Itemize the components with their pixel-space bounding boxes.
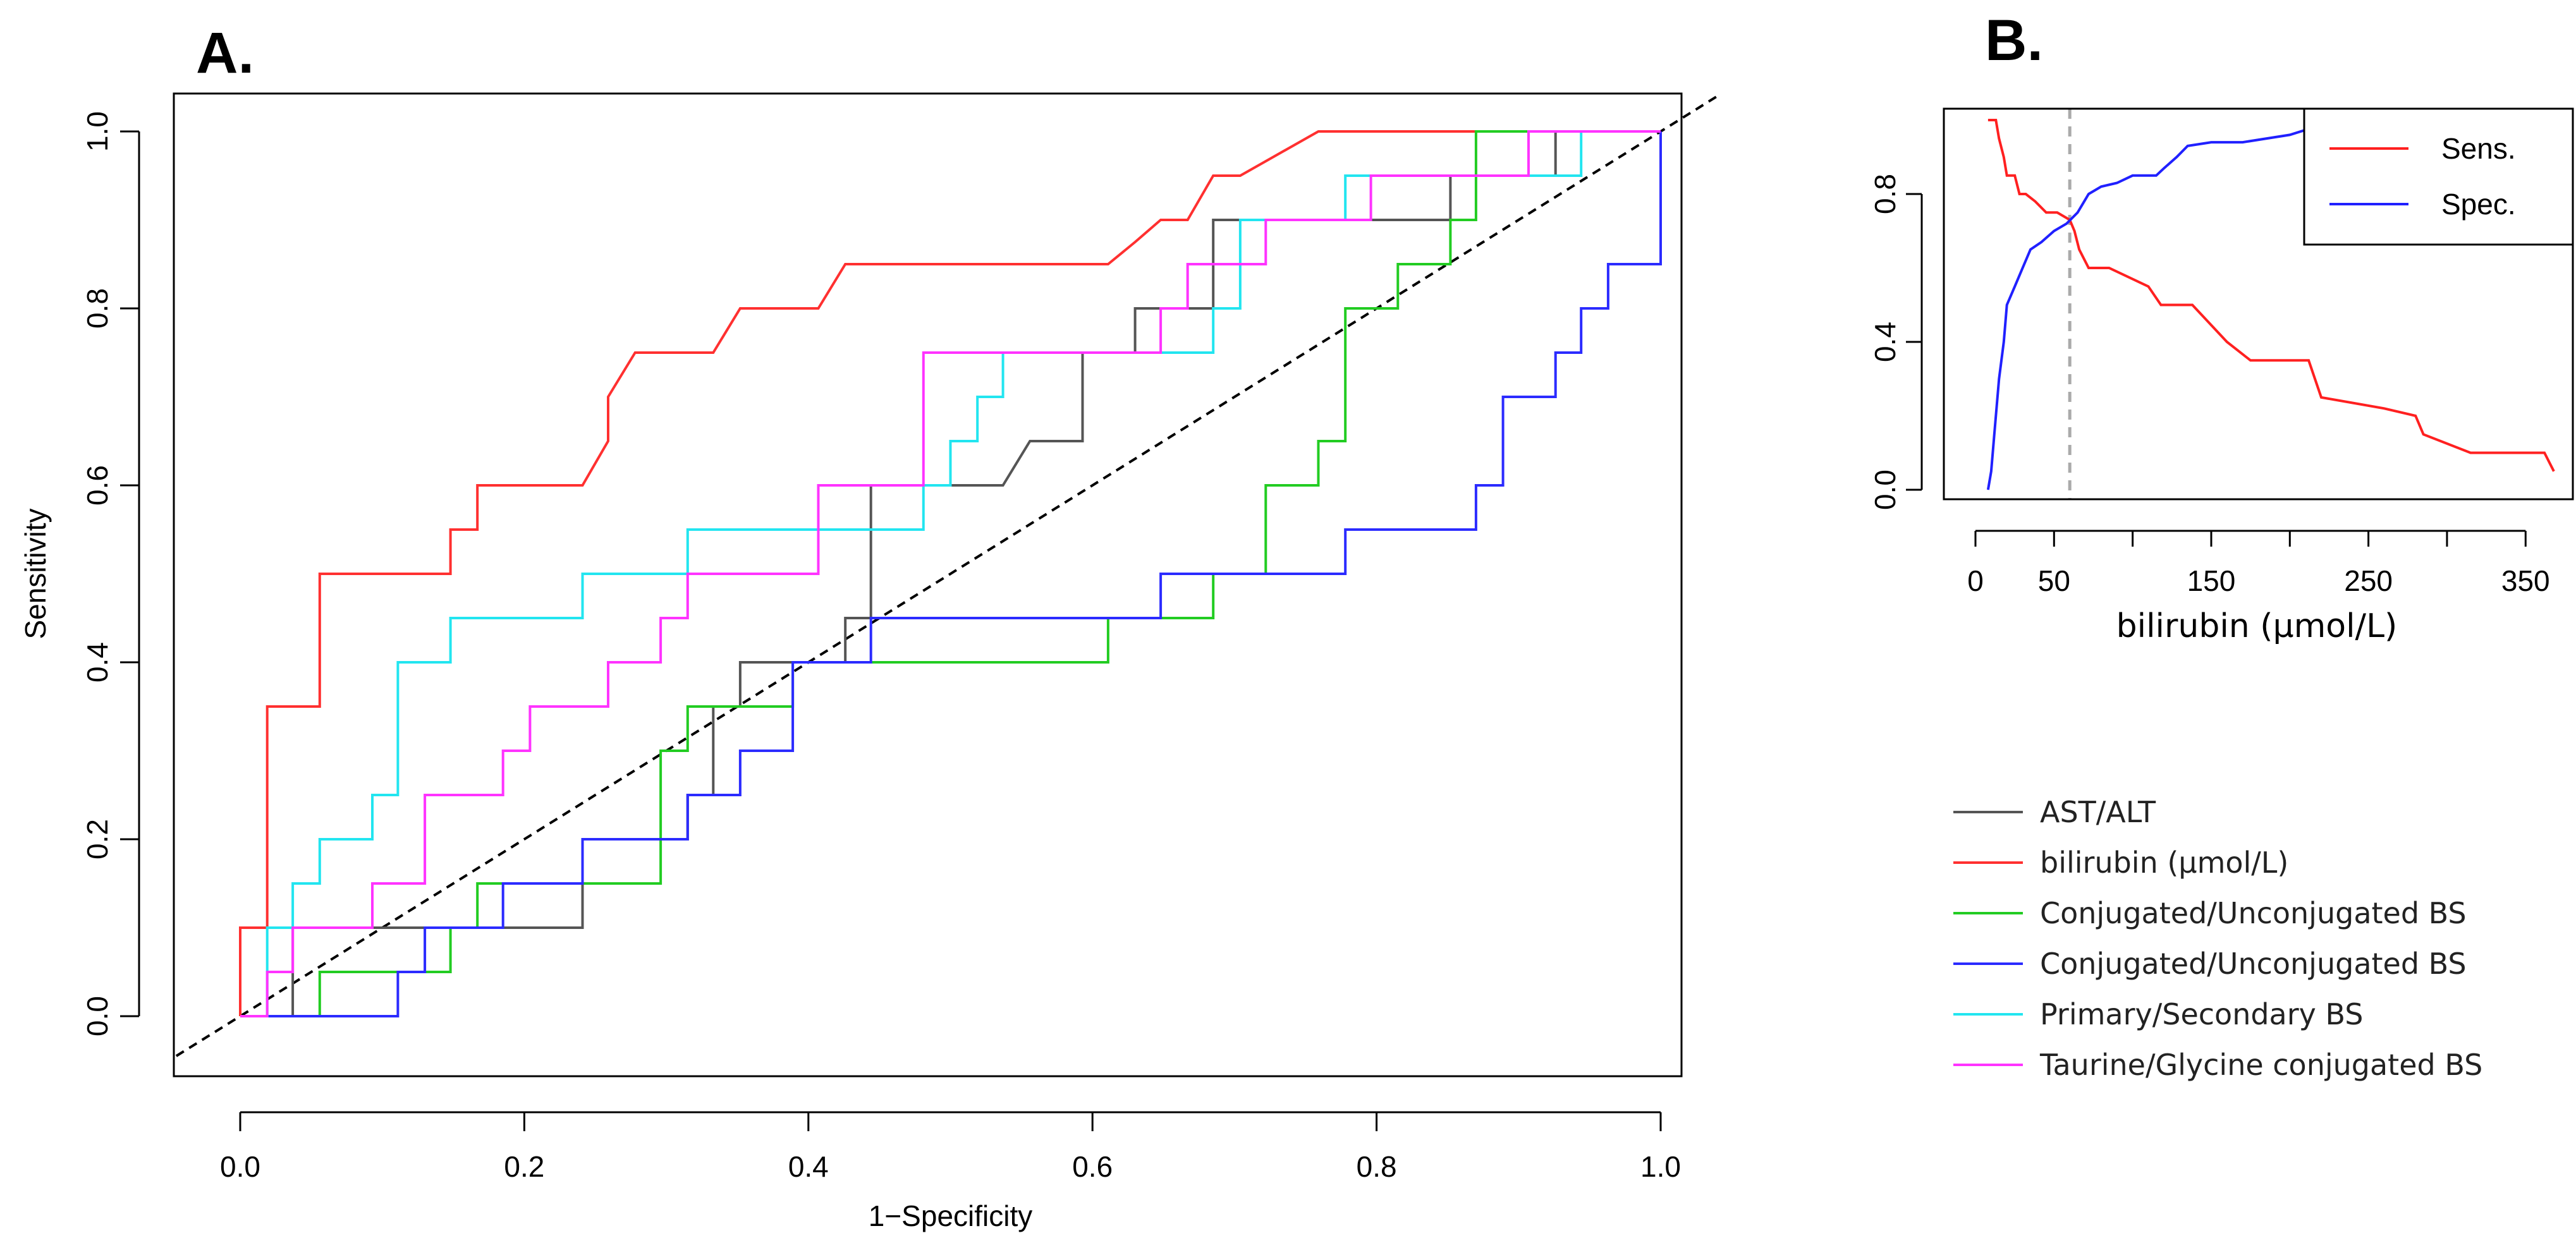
panel-a-plot-area xyxy=(173,92,1683,1077)
panel-b-x-tick-label: 250 xyxy=(2344,564,2393,597)
panel-a-x-tick-label: 0.6 xyxy=(1072,1150,1113,1183)
panel-b-series xyxy=(1986,109,2555,499)
panel-b-axes: 0 50 150 250 350 0.0 0.4 0.8 xyxy=(1869,174,2550,597)
panel-a-y-tick-label: 1.0 xyxy=(81,111,114,152)
panel-a-legend-entry: AST/ALT xyxy=(2040,795,2156,829)
panel-a-legend-entry: Primary/Secondary BS xyxy=(2040,997,2363,1031)
panel-b-y-tick-label: 0.8 xyxy=(1869,174,1901,214)
panel-a-x-tick-label: 0.8 xyxy=(1357,1150,1397,1183)
panel-a-legend-entry: Conjugated/Unconjugated BS xyxy=(2040,947,2467,981)
panel-a-y-tick-label: 0.8 xyxy=(81,288,114,329)
panel-b-series-line-1 xyxy=(1986,126,2314,490)
panel-a-x-tick-label: 0.4 xyxy=(788,1150,829,1183)
panel-a: A. 0.0 0.2 0.4 0.6 0.8 1.00.00.20.40.60.81.0 … xyxy=(19,21,2482,1232)
panel-a-series xyxy=(175,95,1718,1057)
panel-b-x-tick-label: 350 xyxy=(2501,564,2550,597)
panel-b-series-line-0 xyxy=(1987,119,2555,472)
panel-a-y-tick-label: 0.0 xyxy=(81,996,114,1036)
panel-a-y-tick-label: 0.2 xyxy=(81,819,114,859)
panel-b-x-tick-label: 50 xyxy=(2038,564,2070,597)
panel-a-x-tick-label: 1.0 xyxy=(1640,1150,1681,1183)
panel-a-y-tick-label: 0.6 xyxy=(81,465,114,506)
panel-b-legend-entry: Spec. xyxy=(2441,188,2516,221)
panel-a-y-axis-title: Sensitivity xyxy=(19,508,52,639)
panel-a-legend: AST/ALT bilirubin (μmol/L) Conjugated/Unco… xyxy=(1953,795,2482,1082)
panel-a-legend-entry: Conjugated/Unconjugated BS xyxy=(2040,896,2467,930)
panel-b-legend-box xyxy=(2303,107,2574,246)
panel-a-legend-entry: Taurine/Glycine conjugated BS xyxy=(2039,1048,2482,1082)
panel-a-x-tick-label: 0.2 xyxy=(504,1150,544,1183)
panel-a-series-line-1 xyxy=(239,130,1661,1016)
panel-a-axes: 0.0 0.2 0.4 0.6 0.8 1.0 0.0 0.2 0.4 0.6 0.8 1.0 xyxy=(81,111,1681,1183)
panel-b-y-tick-label: 0.0 xyxy=(1869,470,1901,510)
panel-a-series-line-5 xyxy=(240,130,1661,1017)
panel-b-x-tick-label: 0 xyxy=(1967,564,1984,597)
panel-b-plot-area xyxy=(1943,107,2574,501)
panel-a-series-line-3 xyxy=(240,131,1662,1017)
panel-b-x-tick-label: 150 xyxy=(2187,564,2236,597)
panel-a-y-tick-label: 0.4 xyxy=(81,642,114,683)
panel-a-legend-entry: bilirubin (μmol/L) xyxy=(2040,846,2288,880)
panel-a-x-tick-label: 0.0 xyxy=(220,1150,260,1183)
panel-b-label: B. xyxy=(1985,8,2043,73)
panel-a-reference-diagonal xyxy=(175,95,1718,1057)
panel-b: B. 0 50 150 250 350 0.0 0.4 0.8 bilirubin (μmol… xyxy=(1869,8,2574,645)
panel-a-series-line-2 xyxy=(240,130,1661,1017)
panel-a-label: A. xyxy=(196,21,254,85)
panel-b-legend: Sens. Spec. xyxy=(2303,107,2574,246)
panel-a-x-axis-title: 1−Specificity xyxy=(869,1199,1033,1232)
panel-b-y-tick-label: 0.4 xyxy=(1869,322,1901,362)
panel-b-legend-entry: Sens. xyxy=(2441,132,2516,165)
panel-b-x-axis-title: bilirubin (μmol/L) xyxy=(2116,607,2398,645)
